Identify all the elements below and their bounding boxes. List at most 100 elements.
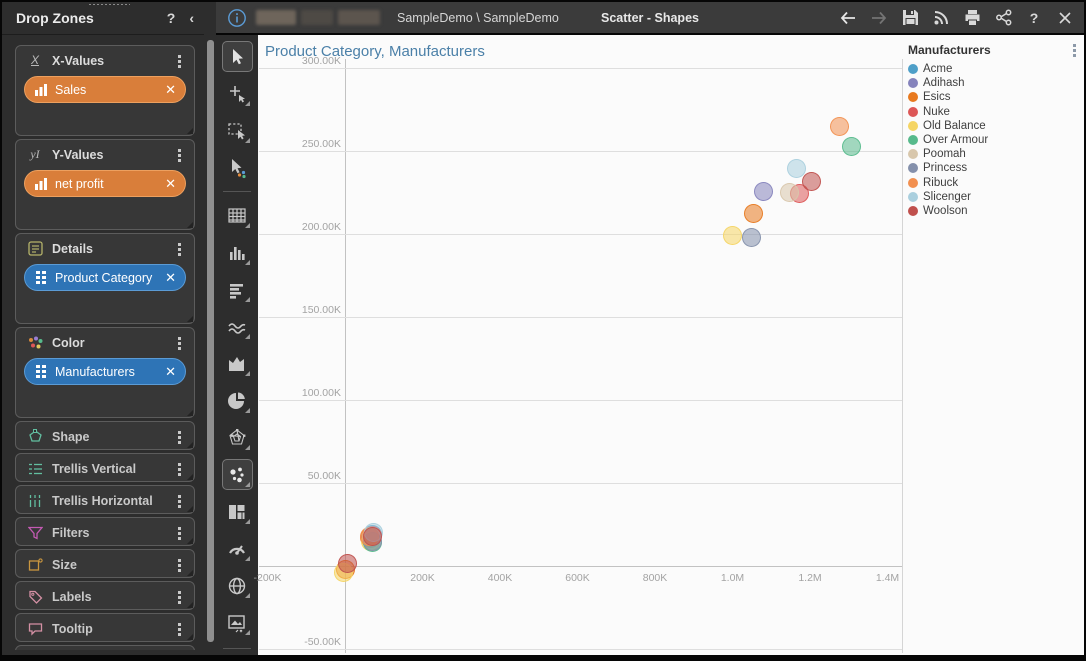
breadcrumb[interactable]: SampleDemo \ SampleDemo [397, 10, 559, 25]
scatter-point[interactable] [722, 226, 742, 246]
dropzone-shape[interactable]: Shape [15, 421, 195, 450]
resize-notch-icon[interactable] [187, 128, 193, 134]
resize-notch-icon[interactable] [187, 222, 193, 228]
shape-icon [25, 429, 45, 444]
scatter-point[interactable] [829, 117, 849, 137]
kebab-menu-icon[interactable] [172, 53, 186, 69]
kebab-menu-icon[interactable] [172, 429, 186, 445]
legend-item[interactable]: Esics [908, 90, 1080, 104]
kebab-menu-icon[interactable] [172, 493, 186, 509]
remove-field-icon[interactable]: ✕ [165, 82, 176, 97]
resize-notch-icon[interactable] [187, 570, 193, 576]
scatter-point[interactable] [741, 228, 761, 248]
scatter-point[interactable] [841, 136, 861, 156]
resize-notch-icon[interactable] [187, 538, 193, 544]
data-point-select-tool[interactable] [222, 152, 253, 183]
resize-notch-icon[interactable] [187, 474, 193, 480]
legend-label: Old Balance [923, 119, 986, 132]
scatter-point[interactable] [779, 183, 799, 203]
scatter-point[interactable] [802, 171, 822, 191]
scrollbar-thumb[interactable] [207, 40, 214, 642]
dropzone-trellis-horizontal[interactable]: Trellis Horizontal [15, 485, 195, 514]
radar-chart-tool[interactable] [222, 422, 253, 453]
table-visual-tool[interactable] [222, 200, 253, 231]
collapse-panel-icon[interactable]: ‹ [189, 10, 194, 26]
kebab-menu-icon[interactable] [172, 335, 186, 351]
gauge-tool[interactable] [222, 533, 253, 564]
pill-label: Product Category [55, 270, 153, 285]
pill-manufacturers[interactable]: Manufacturers ✕ [24, 358, 186, 385]
dropzone-x-values[interactable]: X X-Values Sales ✕ [15, 45, 195, 136]
kebab-menu-icon[interactable] [172, 461, 186, 477]
kebab-menu-icon[interactable] [172, 147, 186, 163]
dropzone-motion[interactable]: Motion [15, 645, 195, 650]
panel-drag-handle-icon[interactable] [88, 3, 130, 7]
print-icon[interactable] [961, 7, 983, 29]
resize-notch-icon[interactable] [187, 634, 193, 640]
kebab-menu-icon[interactable] [172, 621, 186, 637]
legend-item[interactable]: Acme [908, 62, 1080, 76]
remove-field-icon[interactable]: ✕ [165, 364, 176, 379]
dropzone-labels[interactable]: Labels [15, 581, 195, 610]
image-embed-tool[interactable] [222, 607, 253, 638]
scatter-point[interactable] [754, 181, 774, 201]
scatter-chart-tool[interactable] [221, 459, 253, 490]
scatter-point[interactable] [362, 526, 382, 546]
scatter-point[interactable] [337, 554, 357, 573]
dropzone-filters[interactable]: Filters [15, 517, 195, 546]
area-chart-tool[interactable] [222, 348, 253, 379]
treemap-tool[interactable] [222, 496, 253, 527]
resize-notch-icon[interactable] [187, 410, 193, 416]
share-icon[interactable] [992, 7, 1014, 29]
dropzone-trellis-vertical[interactable]: Trellis Vertical [15, 453, 195, 482]
back-icon[interactable] [837, 7, 859, 29]
pointer-tool[interactable] [221, 41, 253, 72]
kebab-menu-icon[interactable] [172, 589, 186, 605]
map-globe-tool[interactable] [222, 570, 253, 601]
pie-chart-tool[interactable] [222, 385, 253, 416]
scatter-chart-canvas[interactable]: Product Category, Manufacturers 300.00K 2… [253, 35, 1084, 655]
pill-net-profit[interactable]: net profit ✕ [24, 170, 186, 197]
legend-item[interactable]: Adihash [908, 76, 1080, 90]
remove-field-icon[interactable]: ✕ [165, 270, 176, 285]
dropzone-y-values[interactable]: yI Y-Values net profit ✕ [15, 139, 195, 230]
scatter-point[interactable] [787, 158, 807, 178]
legend-item[interactable]: Woolson [908, 204, 1080, 218]
legend-item[interactable]: Princess [908, 161, 1080, 175]
save-icon[interactable] [899, 7, 921, 29]
marquee-select-tool[interactable] [222, 115, 253, 146]
legend-item[interactable]: Old Balance [908, 119, 1080, 133]
close-icon[interactable] [1054, 7, 1076, 29]
legend-item[interactable]: Poomah [908, 147, 1080, 161]
resize-notch-icon[interactable] [187, 442, 193, 448]
dropzone-size[interactable]: Size [15, 549, 195, 578]
rss-feed-icon[interactable] [930, 7, 952, 29]
pill-sales[interactable]: Sales ✕ [24, 76, 186, 103]
scatter-point[interactable] [743, 203, 763, 223]
bar-chart-tool[interactable] [222, 274, 253, 305]
legend-item[interactable]: Over Armour [908, 133, 1080, 147]
legend-item[interactable]: Slicenger [908, 190, 1080, 204]
forward-icon[interactable] [868, 7, 890, 29]
legend-kebab-menu-icon[interactable] [1068, 43, 1080, 57]
add-pointer-tool[interactable] [222, 78, 253, 109]
column-chart-tool[interactable] [222, 237, 253, 268]
kebab-menu-icon[interactable] [172, 557, 186, 573]
help-icon[interactable]: ? [166, 10, 176, 26]
remove-field-icon[interactable]: ✕ [165, 176, 176, 191]
info-icon[interactable] [226, 7, 248, 29]
dropzone-tooltip[interactable]: Tooltip [15, 613, 195, 642]
dropzone-details[interactable]: Details Product Category ✕ [15, 233, 195, 324]
resize-notch-icon[interactable] [187, 602, 193, 608]
legend-item[interactable]: Ribuck [908, 176, 1080, 190]
kebab-menu-icon[interactable] [172, 525, 186, 541]
dropzone-color[interactable]: Color Manufacturers ✕ [15, 327, 195, 418]
resize-notch-icon[interactable] [187, 316, 193, 322]
help-icon[interactable]: ? [1029, 9, 1039, 26]
sidebar-scrollbar[interactable] [204, 2, 216, 655]
legend-item[interactable]: Nuke [908, 105, 1080, 119]
pill-product-category[interactable]: Product Category ✕ [24, 264, 186, 291]
resize-notch-icon[interactable] [187, 506, 193, 512]
line-chart-tool[interactable] [222, 311, 253, 342]
kebab-menu-icon[interactable] [172, 241, 186, 257]
